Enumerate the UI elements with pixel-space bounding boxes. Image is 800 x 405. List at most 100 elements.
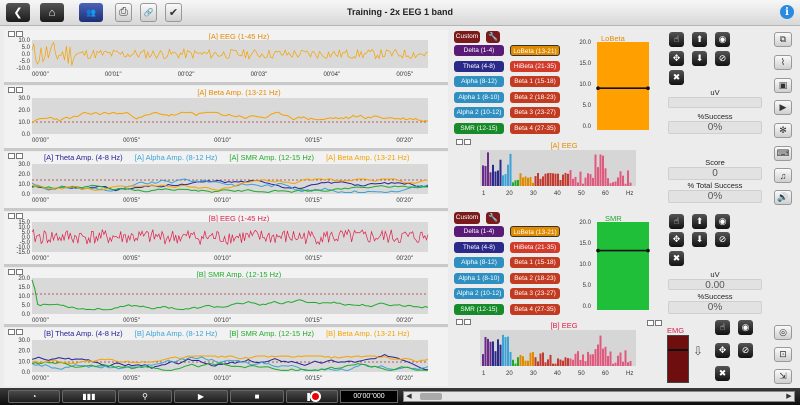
zoom-out-button[interactable] [16,213,23,219]
band-button[interactable]: Alpha (8-12) [454,76,504,87]
band-button[interactable]: Beta 4 (27-35) [510,122,560,134]
settings-button[interactable]: 🔧 [486,212,500,224]
time-display: 00'00''000 [340,390,398,403]
custom-band-button[interactable]: Custom [454,212,480,224]
sidebar-record-camera-button[interactable]: ◎ [774,325,792,340]
band-button[interactable]: LoBeta (13-21) [510,226,560,237]
zoom-in-button[interactable] [456,319,463,325]
scroll-thumb[interactable] [420,393,442,400]
zoom-out-button[interactable] [16,329,23,335]
zoom-in-button[interactable] [8,87,15,93]
band-button[interactable]: LoBeta (13-21) [510,45,560,56]
beta-a-trace [31,111,429,124]
hide-button[interactable]: ⊘ [738,343,753,358]
arrow-down-button[interactable]: ⬇ [692,51,707,66]
timeline-scrollbar[interactable]: ◀ ▶ [403,391,795,402]
arrow-up-button[interactable]: ⬆ [692,32,707,47]
zoom-in-button[interactable] [8,269,15,275]
zoom-in-button[interactable] [8,213,15,219]
sidebar-chart-button[interactable]: ⌇ [774,55,792,70]
band-button[interactable]: Delta (1-4) [454,226,504,237]
hide-button[interactable]: ⊘ [715,232,730,247]
band-button[interactable]: Alpha 1 (8-10) [454,91,504,103]
sidebar-puzzle-button[interactable]: ✻ [774,123,792,138]
tools-button[interactable]: ✖ [715,366,730,381]
back-button[interactable]: ❮ [6,3,30,22]
hand-cursor-button[interactable]: ☝ [669,32,684,47]
timer-button[interactable]: ◔ [8,390,60,403]
play-button[interactable]: ▶ [174,390,228,403]
arrow-down-button[interactable]: ⬇ [692,232,707,247]
save-button[interactable]: ⎙ [115,3,132,22]
custom-band-button[interactable]: Custom [454,31,480,43]
x-tick-label: 00'00'' [32,72,49,78]
tools-button[interactable]: ✖ [669,251,684,266]
band-button[interactable]: Beta 3 (23-27) [510,107,560,118]
band-button[interactable]: Theta (4-8) [454,241,504,253]
show-button[interactable]: ◉ [715,214,730,229]
y-tick-label: -5.0 [20,59,31,65]
users-button[interactable]: 👥 [79,3,103,22]
show-button[interactable]: ◉ [738,320,753,335]
zoom-in-button[interactable] [8,31,15,37]
zoom-out-button[interactable] [464,319,471,325]
zoom-out-button[interactable] [16,31,23,37]
stop-button[interactable]: ■ [230,390,284,403]
move-button[interactable]: ✥ [669,232,684,247]
hide-button[interactable]: ⊘ [715,51,730,66]
home-button[interactable]: ⌂ [40,3,64,22]
band-button[interactable]: HiBeta (21-35) [510,60,560,72]
sidebar-music-button[interactable]: ♫ [774,168,792,183]
band-button[interactable]: Beta 2 (18-23) [510,272,560,284]
sidebar-video-button[interactable]: ▶ [774,100,792,115]
band-button[interactable]: Beta 1 (15-18) [510,76,560,87]
sidebar-export-button[interactable]: ⇲ [774,369,792,384]
confirm-button[interactable]: ✔ [165,3,182,22]
zoom-in-button[interactable] [8,329,15,335]
band-button[interactable]: Theta (4-8) [454,60,504,72]
zoom-out-button[interactable] [16,153,23,159]
move-button[interactable]: ✥ [669,51,684,66]
tools-button[interactable]: ✖ [669,70,684,85]
zoom-out-button[interactable] [464,139,471,145]
record-icon[interactable] [310,391,321,402]
stats-button[interactable]: ▮▮▮ [62,390,116,403]
move-button[interactable]: ✥ [715,343,730,358]
zoom-in-button[interactable] [647,320,654,326]
zoom-out-button[interactable] [16,269,23,275]
band-button[interactable]: Alpha 2 (10-12) [454,107,504,118]
show-button[interactable]: ◉ [715,32,730,47]
zoom-in-button[interactable] [8,153,15,159]
band-button[interactable]: SMR (12-15) [454,303,504,315]
band-button[interactable]: Beta 1 (15-18) [510,257,560,268]
band-button[interactable]: SMR (12-15) [454,122,504,134]
sidebar-snapshot-button[interactable]: ⊡ [774,347,792,362]
sidebar-game-button[interactable]: ⌨ [774,146,792,161]
zoom-in-button[interactable] [456,139,463,145]
band-button[interactable]: Delta (1-4) [454,45,504,56]
sidebar-layout-button[interactable]: ⧉ [774,32,792,47]
zoom-out-button[interactable] [16,87,23,93]
x-tick-label: 00'05'' [123,256,140,262]
scroll-left-icon[interactable]: ◀ [406,393,412,400]
arrow-up-button[interactable]: ⬆ [692,214,707,229]
band-button[interactable]: Beta 2 (18-23) [510,91,560,103]
hand-cursor-button[interactable]: ☝ [669,214,684,229]
hand-cursor-button[interactable]: ☝ [715,320,730,335]
gauge-fill [597,222,649,310]
band-button[interactable]: Alpha (8-12) [454,257,504,268]
info-button[interactable]: i [780,5,794,19]
sidebar-sound-button[interactable]: 🔊 [774,190,792,205]
band-button[interactable]: HiBeta (21-35) [510,241,560,253]
band-button[interactable]: Alpha 2 (10-12) [454,288,504,299]
band-button[interactable]: Beta 3 (23-27) [510,288,560,299]
scroll-right-icon[interactable]: ▶ [786,393,792,400]
zoom-out-button[interactable] [655,320,662,326]
band-button[interactable]: Alpha 1 (8-10) [454,272,504,284]
sidebar-image-button[interactable]: ▣ [774,78,792,93]
spectrum-bar [494,351,497,366]
settings-button[interactable]: 🔧 [486,31,500,43]
link-button[interactable]: 🔗 [140,3,157,22]
marker-button[interactable]: ⚲ [118,390,172,403]
band-button[interactable]: Beta 4 (27-35) [510,303,560,315]
